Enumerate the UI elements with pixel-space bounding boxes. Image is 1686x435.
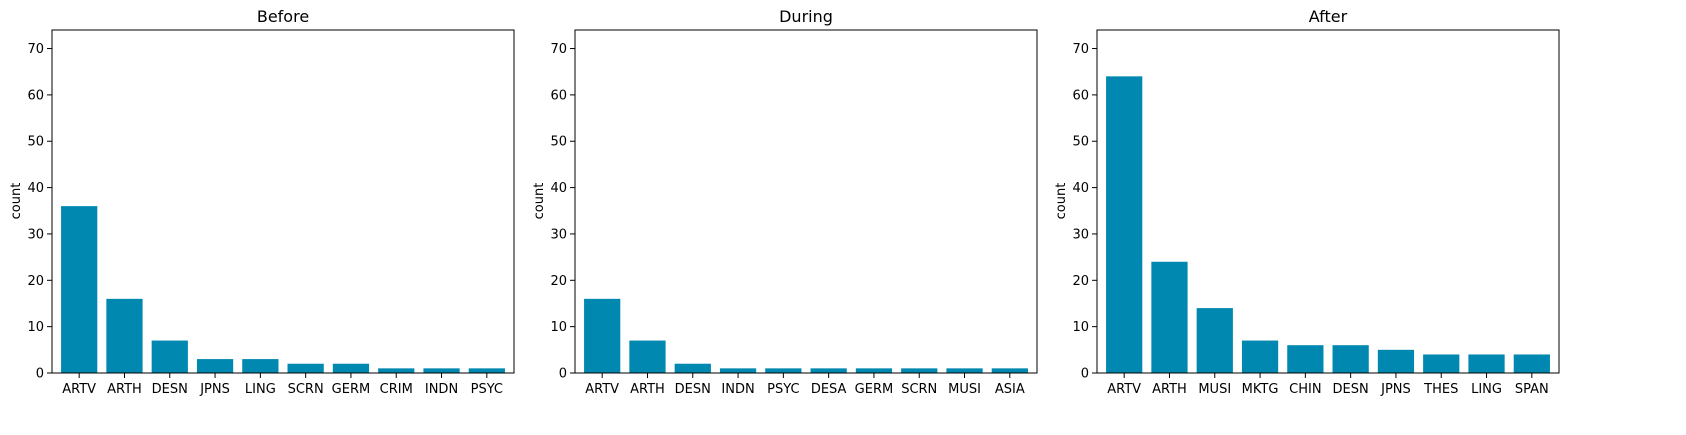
bar-after-jpns [1377, 349, 1415, 373]
x-tick-label-during-0: ARTV [585, 382, 619, 397]
x-tick-label-before-9: PSYC [471, 382, 503, 397]
x-tick-label-before-0: ARTV [62, 382, 96, 397]
x-tick-label-before-5: SCRN [288, 382, 324, 397]
x-tick-label-before-2: DESN [152, 382, 188, 397]
bar-during-musi [946, 368, 983, 373]
y-tick-label-after-6: 60 [1072, 88, 1089, 103]
x-tick-label-after-9: SPAN [1515, 382, 1549, 397]
y-tick-label-during-2: 20 [550, 274, 567, 289]
x-tick-label-after-1: ARTH [1152, 382, 1187, 397]
y-tick-label-during-7: 70 [550, 42, 567, 57]
bar-before-psyc [468, 368, 505, 373]
y-tick-label-after-0: 0 [1081, 367, 1089, 382]
x-tick-label-during-3: INDN [721, 382, 754, 397]
bar-after-arth [1151, 261, 1188, 373]
x-tick-label-before-1: ARTH [107, 382, 142, 397]
y-tick-label-after-4: 40 [1072, 181, 1089, 196]
bar-after-thes [1423, 354, 1460, 373]
y-tick-label-after-7: 70 [1072, 42, 1089, 57]
bar-before-germ [332, 363, 370, 373]
x-tick-label-during-8: MUSI [948, 382, 981, 397]
x-tick-label-during-4: PSYC [767, 382, 799, 397]
bar-before-artv [61, 206, 98, 373]
y-tick-label-during-0: 0 [559, 367, 567, 382]
x-tick-label-before-3: JPNS [199, 382, 230, 397]
x-tick-label-before-7: CRIM [380, 382, 413, 397]
chart-title-after: After [1309, 7, 1348, 26]
axes-frame-during [574, 29, 1038, 374]
bar-during-scrn [901, 368, 938, 373]
x-tick-label-before-6: GERM [332, 382, 371, 397]
bar-during-arth [629, 340, 666, 373]
y-axis-label-before: count [9, 183, 24, 220]
x-tick-label-during-2: DESN [675, 382, 711, 397]
x-tick-label-after-5: DESN [1333, 382, 1369, 397]
x-tick-label-after-7: THES [1423, 382, 1458, 397]
chart-title-during: During [779, 7, 833, 26]
x-tick-label-before-4: LING [245, 382, 276, 397]
bar-after-span [1513, 354, 1550, 373]
y-tick-label-before-3: 30 [27, 227, 44, 242]
y-tick-label-during-1: 10 [550, 320, 567, 335]
bar-before-scrn [287, 363, 324, 373]
y-tick-label-before-6: 60 [27, 88, 44, 103]
x-tick-label-after-8: LING [1471, 382, 1502, 397]
y-tick-label-before-1: 10 [27, 320, 44, 335]
x-tick-label-after-2: MUSI [1198, 382, 1231, 397]
x-tick-label-during-7: SCRN [901, 382, 937, 397]
bar-before-crim [378, 368, 415, 373]
y-tick-label-before-0: 0 [36, 367, 44, 382]
bar-after-desn [1332, 345, 1369, 373]
x-tick-label-before-8: INDN [425, 382, 458, 397]
bar-before-desn [151, 340, 188, 373]
bar-after-ling [1468, 354, 1505, 373]
y-tick-label-after-1: 10 [1072, 320, 1089, 335]
bar-during-indn [719, 368, 757, 373]
bar-during-psyc [765, 368, 802, 373]
bar-before-ling [242, 359, 279, 373]
y-tick-label-before-5: 50 [27, 135, 44, 150]
bar-during-germ [855, 368, 893, 373]
bar-during-asia [991, 368, 1028, 373]
y-tick-label-after-5: 50 [1072, 135, 1089, 150]
subplot-before: Before count 0 10 20 30 40 50 60 70 ARTV ARTH DESN… [9, 7, 515, 397]
bar-before-arth [106, 298, 143, 373]
x-tick-label-after-6: JPNS [1380, 382, 1411, 397]
x-tick-label-after-4: CHIN [1289, 382, 1321, 397]
y-tick-label-during-4: 40 [550, 181, 567, 196]
axes-frame-after [1096, 29, 1560, 374]
bar-after-artv [1106, 76, 1143, 373]
bar-during-desa [810, 368, 847, 373]
bar-before-indn [423, 368, 460, 373]
x-tick-label-during-5: DESA [811, 382, 847, 397]
bar-before-jpns [196, 359, 234, 373]
x-tick-label-during-6: GERM [855, 382, 894, 397]
x-tick-label-after-3: MKTG [1242, 382, 1279, 397]
y-tick-label-during-3: 30 [550, 227, 567, 242]
x-tick-label-after-0: ARTV [1107, 382, 1141, 397]
y-axis-label-during: count [532, 183, 547, 220]
bar-after-chin [1287, 345, 1324, 373]
x-tick-label-during-1: ARTH [630, 382, 665, 397]
y-tick-label-after-3: 30 [1072, 227, 1089, 242]
bar-during-desn [674, 363, 711, 373]
y-tick-label-before-4: 40 [27, 181, 44, 196]
bar-after-musi [1196, 308, 1233, 373]
y-axis-label-after: count [1054, 183, 1069, 220]
subplot-during: During count 0 10 20 30 40 50 60 70 ARTV ARTH DESN… [532, 7, 1038, 397]
subplot-after: After count 0 10 20 30 40 50 60 70 ARTV ARTH MUSI M… [1054, 7, 1560, 397]
y-tick-label-before-7: 70 [27, 42, 44, 57]
y-tick-label-during-6: 60 [550, 88, 567, 103]
x-tick-label-during-9: ASIA [995, 382, 1025, 397]
chart-title-before: Before [257, 7, 309, 26]
axes-frame-before [51, 29, 515, 374]
bar-after-mktg [1241, 340, 1279, 373]
y-tick-label-after-2: 20 [1072, 274, 1089, 289]
y-tick-label-during-5: 50 [550, 135, 567, 150]
y-tick-label-before-2: 20 [27, 274, 44, 289]
bar-during-artv [584, 298, 621, 373]
